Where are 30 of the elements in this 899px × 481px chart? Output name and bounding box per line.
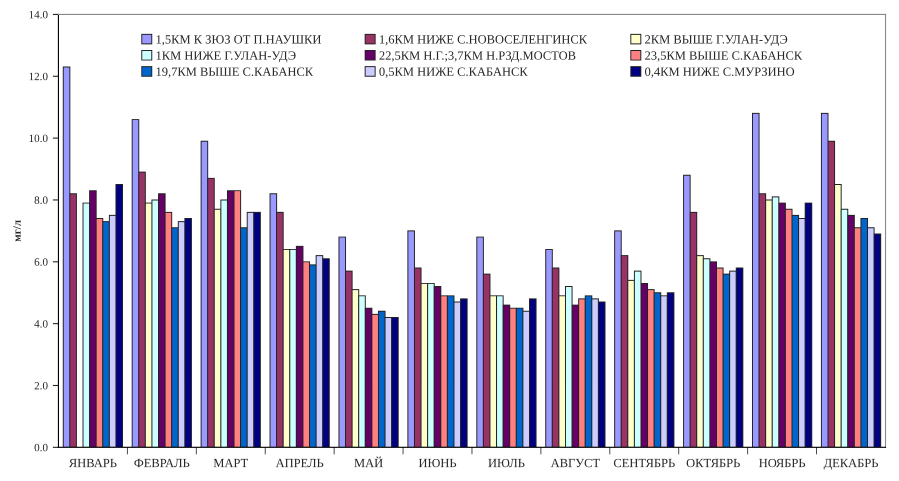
legend-label: 0,5КМ НИЖЕ С.КАБАНСК <box>379 67 528 78</box>
y-tick-label: 0.0 <box>34 444 48 452</box>
y-tick-label: 14.0 <box>30 10 48 18</box>
x-tick-label: ИЮНЬ <box>418 458 456 468</box>
x-tick-label: СЕНТЯБРЬ <box>614 458 675 468</box>
y-tick-label: 8.0 <box>34 196 48 204</box>
x-tick-label: АПРЕЛЬ <box>276 458 324 468</box>
legend-label: 1,6КМ НИЖЕ С.НОВОСЕЛЕНГИНСК <box>380 35 588 46</box>
y-tick-label: 2.0 <box>34 382 48 390</box>
y-tick-label: 10.0 <box>30 134 48 142</box>
x-tick-label: ИЮЛЬ <box>488 458 524 468</box>
x-tick-label: ЯНВАРЬ <box>68 458 117 468</box>
x-tick-label: АВГУСТ <box>550 458 600 468</box>
legend-label: 1КМ НИЖЕ Г.УЛАН-УДЭ <box>156 51 296 62</box>
x-tick-label: ОКТЯБРЬ <box>686 458 740 468</box>
legend-label: 19,7КМ ВЫШЕ С.КАБАНСК <box>156 68 314 78</box>
y-tick-label: 6.0 <box>34 258 48 266</box>
legend-label: 22,5КМ Н.Г.;3,7КМ Н.РЗД.МОСТОВ <box>379 51 576 62</box>
x-tick-label: ФЕВРАЛЬ <box>134 458 190 468</box>
y-tick-label: 12.0 <box>30 72 48 80</box>
legend-label: 1,5КМ К ЗЮЗ ОТ П.НАУШКИ <box>156 35 322 46</box>
x-tick-label: МАЙ <box>354 456 383 468</box>
x-tick-label: ДЕКАБРЬ <box>824 458 878 470</box>
legend-label: 0,4КМ НИЖЕ С.МУРЗИНО <box>645 67 794 78</box>
x-tick-label: НОЯБРЬ <box>759 458 806 468</box>
y-tick-label: 4.0 <box>34 320 48 328</box>
legend-label: 23,5КМ ВЫШЕ С.КАБАНСК <box>645 51 802 62</box>
x-tick-label: МАРТ <box>214 458 248 468</box>
y-axis-title: мг/л <box>13 220 21 242</box>
legend-label: 2КМ ВЫШЕ Г.УЛАН-УДЭ <box>645 35 788 46</box>
